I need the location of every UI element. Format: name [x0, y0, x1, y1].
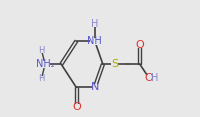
FancyBboxPatch shape — [40, 61, 50, 68]
FancyBboxPatch shape — [92, 20, 98, 27]
Text: H: H — [38, 74, 45, 83]
FancyBboxPatch shape — [39, 48, 44, 53]
Text: N: N — [91, 82, 99, 92]
FancyBboxPatch shape — [92, 84, 98, 91]
FancyBboxPatch shape — [73, 104, 80, 111]
Text: NH: NH — [87, 36, 102, 46]
Text: O: O — [72, 102, 81, 112]
FancyBboxPatch shape — [146, 75, 152, 82]
Text: O: O — [145, 73, 154, 83]
Text: H: H — [38, 46, 45, 55]
FancyBboxPatch shape — [39, 76, 44, 80]
FancyBboxPatch shape — [111, 61, 118, 68]
Text: H: H — [91, 19, 98, 29]
FancyBboxPatch shape — [137, 41, 143, 48]
Text: O: O — [136, 40, 144, 50]
Text: S: S — [111, 59, 118, 69]
Text: NH₂: NH₂ — [36, 59, 54, 69]
FancyBboxPatch shape — [90, 38, 99, 45]
Text: H: H — [151, 73, 159, 83]
FancyBboxPatch shape — [152, 75, 158, 82]
